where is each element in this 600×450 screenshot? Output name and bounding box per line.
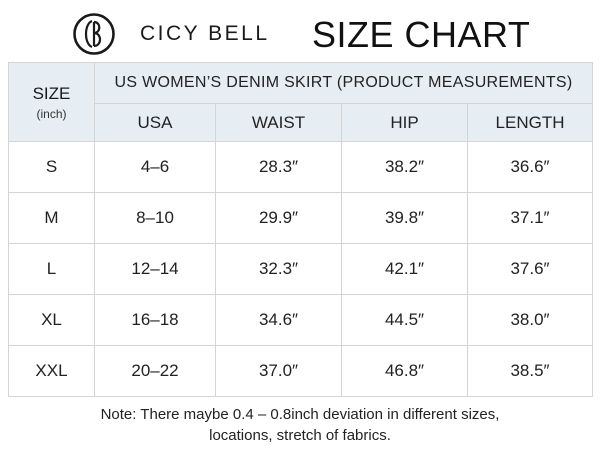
size-header-label: SIZE	[32, 83, 71, 103]
size-cell: XXL	[8, 345, 95, 397]
brand-name: CICY BELL	[140, 22, 270, 45]
column-header-row: USA WAIST HIP LENGTH	[9, 103, 594, 142]
size-cell: L	[8, 243, 95, 295]
usa-cell: 20–22	[94, 345, 216, 397]
table-row: M 8–10 29.9″ 39.8″ 37.1″	[8, 192, 594, 244]
table-header-row: SIZE (inch) US WOMEN’S DENIM SKIRT (PROD…	[8, 62, 594, 142]
usa-cell: 4–6	[94, 141, 216, 193]
note-line-1: Note: There maybe 0.4 – 0.8inch deviatio…	[100, 406, 500, 423]
usa-cell: 8–10	[94, 192, 216, 244]
group-title: US WOMEN’S DENIM SKIRT (PRODUCT MEASUREM…	[93, 62, 594, 104]
hip-cell: 42.1″	[341, 243, 468, 295]
size-cell: M	[8, 192, 95, 244]
column-header-length: LENGTH	[466, 103, 594, 142]
usa-cell: 16–18	[94, 294, 216, 346]
note-line-2: locations, stretch of fabrics.	[209, 427, 391, 444]
length-cell: 36.6″	[466, 141, 594, 193]
hip-cell: 38.2″	[341, 141, 468, 193]
column-header-hip: HIP	[341, 103, 468, 142]
waist-cell: 29.9″	[215, 192, 342, 244]
size-cell: S	[8, 141, 95, 193]
size-header-cell: SIZE (inch)	[8, 62, 95, 142]
waist-cell: 37.0″	[215, 345, 342, 397]
length-cell: 38.5″	[466, 345, 594, 397]
hip-cell: 44.5″	[341, 294, 468, 346]
size-chart-table: SIZE (inch) US WOMEN’S DENIM SKIRT (PROD…	[8, 62, 594, 397]
size-unit-label: (inch)	[36, 106, 67, 121]
usa-cell: 12–14	[94, 243, 216, 295]
length-cell: 37.6″	[466, 243, 594, 295]
table-row: L 12–14 32.3″ 42.1″ 37.6″	[8, 243, 594, 295]
length-cell: 37.1″	[466, 192, 594, 244]
length-cell: 38.0″	[466, 294, 594, 346]
column-header-waist: WAIST	[215, 103, 342, 142]
deviation-note: Note: There maybe 0.4 – 0.8inch deviatio…	[0, 404, 600, 446]
waist-cell: 28.3″	[215, 141, 342, 193]
waist-cell: 34.6″	[215, 294, 342, 346]
table-row: XXL 20–22 37.0″ 46.8″ 38.5″	[8, 345, 594, 397]
hip-cell: 39.8″	[341, 192, 468, 244]
page-header: CICY BELL SIZE CHART	[0, 0, 600, 60]
page-title: SIZE CHART	[312, 14, 531, 55]
hip-cell: 46.8″	[341, 345, 468, 397]
waist-cell: 32.3″	[215, 243, 342, 295]
size-cell: XL	[8, 294, 95, 346]
brand-logo-icon	[73, 13, 115, 55]
column-header-usa: USA	[94, 103, 216, 142]
table-row: XL 16–18 34.6″ 44.5″ 38.0″	[8, 294, 594, 346]
table-row: S 4–6 28.3″ 38.2″ 36.6″	[8, 141, 594, 193]
